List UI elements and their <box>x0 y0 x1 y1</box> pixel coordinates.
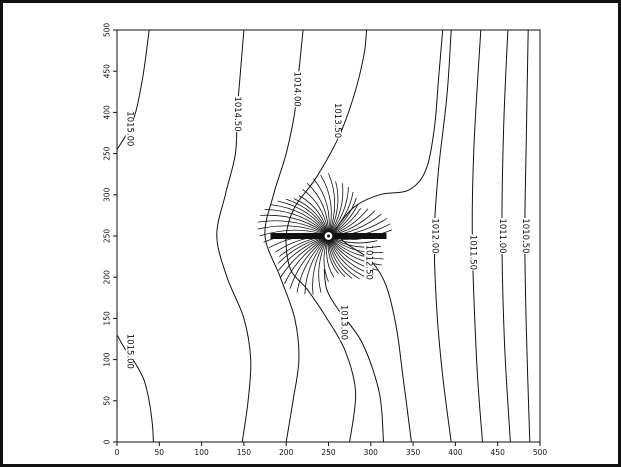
y-tick-label-4: 200 <box>103 270 112 285</box>
y-tick-label-1: 50 <box>103 396 112 406</box>
contour-label-1: 1015.00 <box>125 111 135 146</box>
center-ray-20 <box>284 235 329 284</box>
contour-label-mask-2 <box>233 96 242 133</box>
contour-label-mask-4 <box>332 102 341 139</box>
x-tick-label-0: 0 <box>115 448 120 457</box>
x-tick-label-4: 200 <box>279 448 294 457</box>
x-tick-label-5: 250 <box>321 448 336 457</box>
x-axis: 0 50 100 150 200 250 300 350 400 450 500 <box>115 442 548 457</box>
x-tick-label-8: 400 <box>448 448 463 457</box>
x-tick-label-3: 150 <box>237 448 252 457</box>
center-ray-34 <box>277 200 329 237</box>
x-tick-label-7: 350 <box>406 448 421 457</box>
y-tick-label-9: 450 <box>103 64 112 79</box>
center-ray-40 <box>312 178 330 237</box>
y-tick-label-2: 100 <box>103 352 112 367</box>
contour-label-mask-11 <box>520 218 529 254</box>
contour-label-4: 1013.50 <box>332 103 342 138</box>
contour-label-0: 1015.00 <box>125 334 135 369</box>
center-ray-cluster <box>257 173 393 295</box>
center-ray-32 <box>264 209 329 237</box>
contour-label-mask-1 <box>125 110 134 147</box>
contour-line-1014-50-2 <box>216 29 252 443</box>
contour-label-6: 1012.50 <box>363 245 373 280</box>
contour-line-1012-50-6 <box>340 238 412 443</box>
contour-label-5: 1013.00 <box>339 305 349 340</box>
contour-line-1013-00-5 <box>323 268 384 443</box>
contour-label-8: 1012.00 <box>429 218 439 253</box>
contour-label-mask-5 <box>339 304 348 341</box>
x-tick-label-2: 100 <box>194 448 209 457</box>
x-tick-label-6: 300 <box>364 448 379 457</box>
center-ray-19 <box>289 235 329 289</box>
x-tick-label-1: 50 <box>155 448 165 457</box>
y-tick-label-6: 300 <box>103 187 112 202</box>
center-ray-43 <box>328 181 339 237</box>
x-tick-label-9: 450 <box>491 448 506 457</box>
contour-label-2: 1014.50 <box>232 96 242 131</box>
y-tick-label-7: 250 <box>103 146 112 161</box>
center-ray-42 <box>328 173 336 237</box>
center-marker-dot <box>327 234 330 238</box>
contour-label-mask-8 <box>430 218 439 254</box>
center-ray-30 <box>257 220 329 237</box>
x-tick-label-10: 500 <box>533 448 548 457</box>
contour-label-mask-3 <box>292 71 301 108</box>
contour-label-mask-0 <box>125 333 134 370</box>
y-tick-label-5: 250 <box>103 229 112 244</box>
center-ray-16 <box>312 235 329 295</box>
contour-label-mask-6 <box>364 244 373 281</box>
y-axis: 0 50 100 150 200 250 300 250 400 450 500 <box>103 23 117 444</box>
contour-labels: 1015.00 1015.00 1014.50 1014.00 1013.50 1013.… <box>125 71 530 370</box>
y-tick-label-0: 0 <box>103 439 112 444</box>
center-ray-15 <box>318 235 329 293</box>
contour-line-1015-00-0 <box>116 334 154 443</box>
center-ray-18 <box>296 235 329 293</box>
contour-label-mask-10 <box>497 218 506 254</box>
center-ray-31 <box>260 214 329 237</box>
contour-label-mask-9 <box>468 234 477 271</box>
y-tick-label-8: 400 <box>103 105 112 120</box>
center-ray-41 <box>320 174 332 237</box>
contour-label-9: 1011.50 <box>467 235 477 270</box>
center-ray-39 <box>306 183 329 237</box>
center-ray-33 <box>270 204 329 237</box>
contour-label-11: 1010.50 <box>520 218 530 253</box>
contour-label-10: 1011.00 <box>497 218 507 253</box>
center-ray-6 <box>328 235 379 271</box>
contour-label-3: 1014.00 <box>291 72 301 107</box>
center-ray-17 <box>304 235 329 295</box>
y-tick-label-3: 150 <box>103 311 112 326</box>
contour-line-1012-50-7 <box>334 29 444 230</box>
center-ray-5 <box>328 235 382 266</box>
y-tick-label-10: 500 <box>103 23 112 38</box>
